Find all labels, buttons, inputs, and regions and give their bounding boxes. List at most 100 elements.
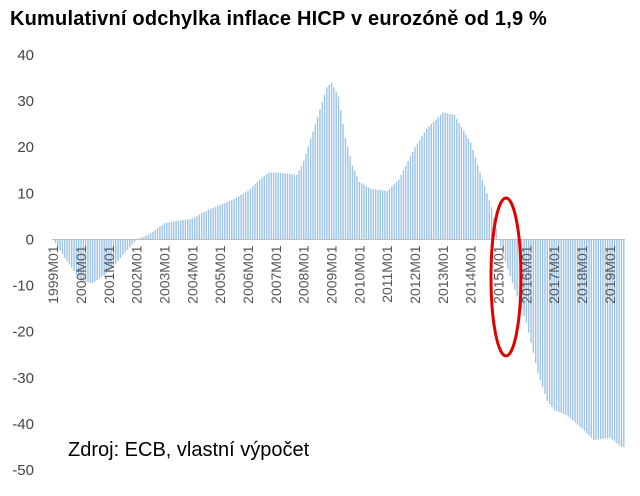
bar [133,239,136,243]
bar [453,114,456,240]
bar [270,172,272,240]
bar [323,94,326,240]
x-axis-ticks: 1999M01 2000M01 2001M01 2002M01 2003M01 2004M… [45,245,618,304]
bar [326,87,328,240]
bar [333,87,335,240]
bar [240,194,242,240]
bar [430,124,432,240]
bar [567,239,569,417]
bar [268,172,270,240]
y-tick-label: -40 [12,416,34,433]
bar [516,239,518,297]
bar [391,186,393,240]
bar [131,239,133,245]
bar [347,147,349,240]
x-tick-label: 2002M01 [129,245,145,304]
bar [184,219,187,240]
bar [296,174,298,240]
bar [342,124,344,240]
bar [145,235,147,240]
x-tick-label: 2015M01 [491,245,507,304]
bar [254,184,256,240]
bar [402,170,405,240]
bar [611,239,613,440]
bar [231,200,233,240]
bar [419,139,421,240]
bar [595,239,597,440]
bar [409,156,412,240]
bar [439,114,442,240]
bar [386,191,388,240]
bar [126,239,129,250]
bar [235,197,238,240]
bar [217,205,219,240]
bar [432,121,435,240]
bar [321,102,323,240]
bar [242,193,245,240]
bar [337,96,340,240]
bar [553,239,555,411]
bar [620,239,623,447]
bar [61,239,64,255]
bar [514,239,516,290]
bar [544,239,546,394]
y-tick-label: 40 [17,47,34,64]
bar [588,239,590,436]
bar [579,239,581,427]
bar [551,239,553,407]
y-tick-label: 10 [17,185,34,202]
bar [59,239,61,251]
bar [486,193,488,240]
bar [602,239,604,439]
bar [210,208,212,240]
bar [488,200,490,240]
bar [221,203,224,240]
bar [407,161,409,240]
bar [191,218,194,240]
bar [303,161,305,240]
bar [173,221,175,240]
bar [214,206,217,240]
bar [82,239,85,282]
bar [435,119,437,240]
bar [193,217,196,240]
bar [583,239,586,431]
bar [105,239,108,274]
bar [479,172,481,240]
bar [152,231,154,240]
bar [187,219,189,240]
bar [470,142,472,240]
bar [351,165,354,240]
bar [203,211,205,240]
bar [572,239,574,421]
bar [312,131,314,240]
bar [616,239,618,444]
x-tick-label: 2006M01 [240,245,256,304]
bar [161,224,163,240]
y-tick-label: 0 [26,231,34,248]
bar [147,234,149,240]
bar [560,239,562,413]
bar [562,239,565,414]
bar [525,239,528,323]
bar [293,174,296,240]
bar [528,239,530,333]
bar [481,179,484,240]
bar [73,239,75,272]
bar [286,173,289,240]
bar [335,91,337,240]
bar [590,239,593,438]
x-tick-label: 2000M01 [73,245,89,304]
bar [300,165,303,240]
bar [370,188,372,240]
bar [467,138,470,240]
bar [330,82,333,240]
bar [129,239,131,248]
x-tick-label: 2003M01 [157,245,173,304]
bar [379,190,381,240]
bar [305,153,307,240]
y-axis-ticks: 40 30 20 10 0 -10 -20 -30 -40 -50 [12,47,34,479]
bar [265,174,268,240]
bar [534,239,537,364]
